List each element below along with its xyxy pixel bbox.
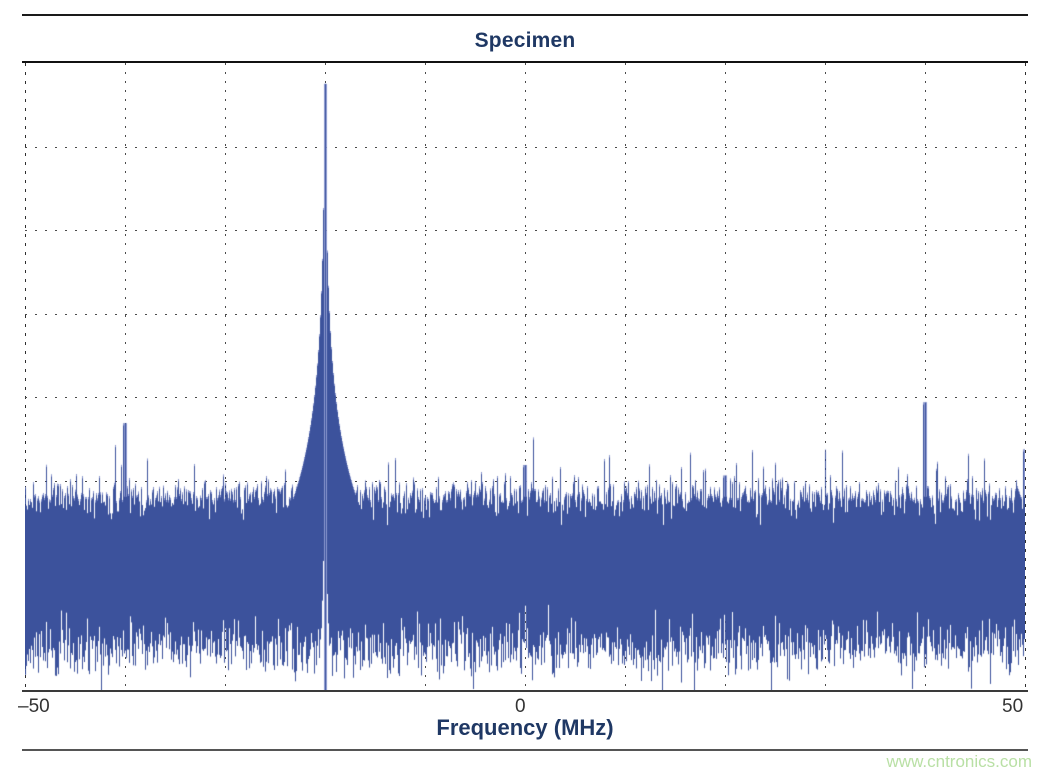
x-axis-title: Frequency (MHz) (0, 715, 1050, 741)
page-title: Specimen (0, 28, 1050, 54)
header-divider (22, 14, 1028, 16)
spectrum-trace (25, 63, 1025, 690)
site-watermark: www.cntronics.com (887, 752, 1032, 772)
axis-bottom-border (22, 690, 1028, 692)
plot-area (25, 63, 1025, 690)
footer-divider (22, 749, 1028, 751)
gridline-vertical (1025, 63, 1026, 690)
spectrum-figure: Specimen –50 0 50 Frequency (MHz) www.cn… (0, 0, 1050, 774)
